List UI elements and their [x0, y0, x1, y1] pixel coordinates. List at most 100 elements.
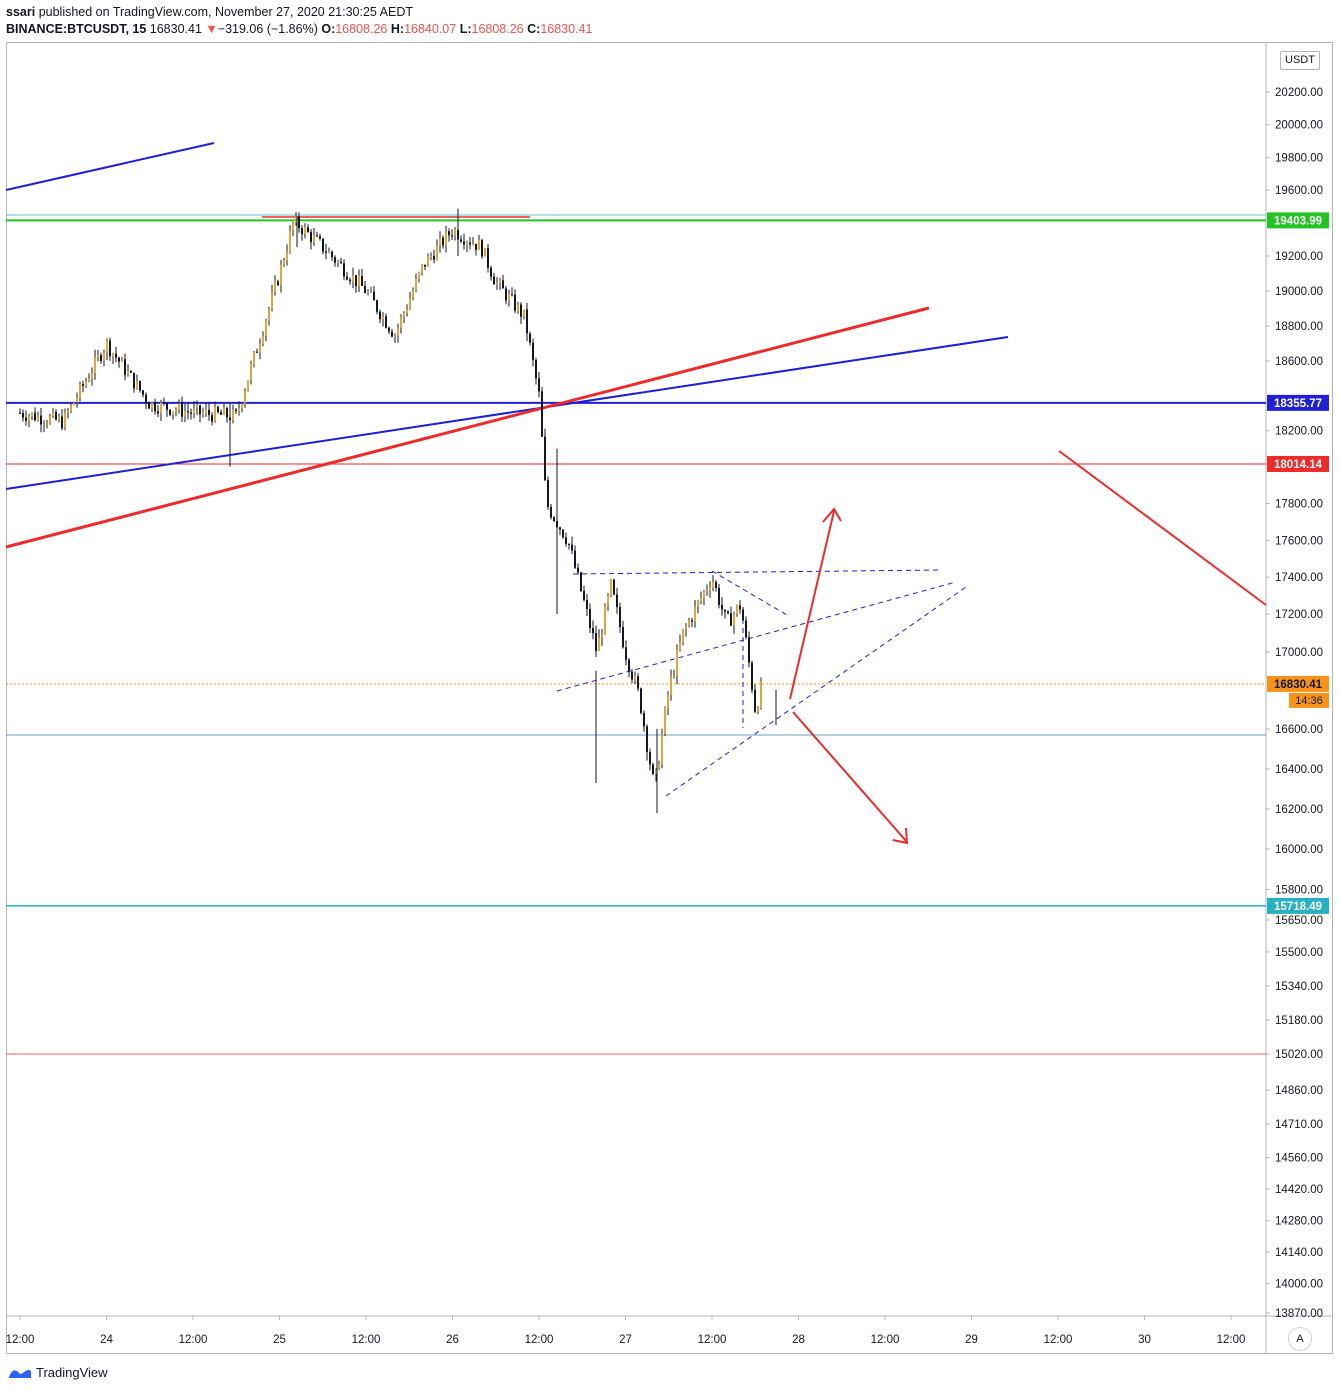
price-labels: 19403.99 18355.77 18014.14 16830.41 15718.49… — [1267, 212, 1329, 914]
candle-body — [265, 320, 267, 336]
publish-text: published on TradingView.com, November 2… — [38, 5, 413, 19]
red-descending-line[interactable] — [1058, 450, 1267, 606]
price-tick-label: 14140.00 — [1275, 1247, 1323, 1259]
candle-body — [520, 304, 522, 317]
price-tick-label: 17400.00 — [1275, 572, 1323, 584]
candle-body — [586, 600, 588, 609]
candle-body — [724, 609, 726, 612]
time-axis[interactable]: 12:00 24 12:00 25 12:00 26 12:00 27 12:00 28 12:00… — [6, 1316, 1246, 1346]
pattern-support-line[interactable] — [665, 586, 967, 797]
candle-body — [211, 415, 213, 422]
candle-body — [700, 598, 702, 601]
close-value: 16830.41 — [540, 22, 593, 36]
blue-trendline-upper[interactable] — [5, 142, 215, 191]
pattern-mid-line[interactable] — [556, 581, 957, 692]
candle-body — [169, 409, 171, 415]
candle-body — [571, 544, 573, 551]
candle-body — [73, 402, 75, 405]
price-tick-label: 15800.00 — [1275, 884, 1323, 896]
up-arrow-icon[interactable] — [789, 510, 835, 700]
price-change: −319.06 (−1.86%) — [217, 22, 318, 36]
tradingview-logo-icon — [9, 1370, 31, 1378]
candle-body — [190, 412, 192, 414]
time-tick-label: 12:00 — [525, 1334, 554, 1346]
candle-body — [172, 411, 174, 415]
candle-body — [178, 403, 180, 411]
candle-body — [532, 342, 534, 361]
candle-body — [640, 688, 642, 713]
brand-name[interactable]: TradingView — [36, 1364, 108, 1380]
candle-body — [55, 411, 57, 420]
candle-body — [67, 411, 69, 413]
price-tick-label: 15340.00 — [1275, 981, 1323, 993]
candle-body — [451, 235, 453, 237]
price-tick-label: 17600.00 — [1275, 535, 1323, 547]
low-value: 16808.26 — [471, 22, 524, 36]
currency-badge[interactable]: USDT — [1280, 51, 1320, 70]
price-tick-label: 14860.00 — [1275, 1085, 1323, 1097]
time-tick-label: 12:00 — [1217, 1334, 1246, 1346]
candle-body — [151, 402, 153, 409]
candle-body — [688, 620, 690, 626]
pattern-top-line[interactable] — [572, 569, 941, 575]
red-trendline-rising[interactable] — [5, 306, 930, 549]
ohlc-legend: BINANCE:BTCUSDT, 15 16830.41 ▼−319.06 (−… — [6, 22, 592, 36]
down-arrow-icon[interactable] — [792, 711, 908, 843]
candle-body — [304, 227, 306, 235]
candle-body — [550, 506, 552, 518]
candle-body — [310, 232, 312, 243]
candle-body — [256, 351, 258, 353]
candle-body — [196, 405, 198, 409]
candle-body — [505, 288, 507, 301]
candle-body — [22, 412, 24, 418]
candle-body — [634, 676, 636, 680]
candle-body — [472, 243, 474, 245]
symbol-label[interactable]: BINANCE:BTCUSDT, 15 — [6, 22, 147, 36]
candle-body — [721, 604, 723, 610]
candle-body — [130, 371, 132, 373]
candle-body — [748, 637, 750, 663]
down-arrow-icon: ▼ — [205, 22, 218, 36]
candle-body — [484, 248, 486, 257]
candle-body — [733, 614, 735, 626]
price-tick-label: 19000.00 — [1275, 286, 1323, 298]
price-label-text: 18014.14 — [1274, 459, 1323, 471]
candle-body — [25, 417, 27, 421]
candle-body — [583, 591, 585, 601]
price-axis[interactable]: 20200.00 20000.00 19800.00 19600.00 19200.00… — [1266, 87, 1323, 1320]
price-label-text: 18355.77 — [1274, 398, 1322, 410]
candle-body — [709, 587, 711, 591]
candle-body — [487, 248, 489, 268]
candle-body — [268, 308, 270, 321]
candle-body — [337, 261, 339, 263]
chart-frame[interactable] — [6, 42, 1333, 1354]
candle-body — [406, 309, 408, 314]
candle-body — [382, 316, 384, 320]
candle-body — [739, 605, 741, 610]
candle-body — [517, 304, 519, 311]
candle-body — [124, 359, 126, 375]
price-tick-label: 15180.00 — [1275, 1015, 1323, 1027]
publisher-name[interactable]: ssari — [6, 5, 36, 19]
candle-body — [343, 263, 345, 277]
time-tick-label: 27 — [619, 1334, 632, 1346]
candle-body — [436, 245, 438, 260]
candle-body — [91, 373, 93, 380]
auto-scale-button[interactable]: A — [1288, 1327, 1312, 1351]
candle-body — [481, 240, 483, 257]
candle-body — [412, 290, 414, 299]
candle-body — [502, 280, 504, 289]
candle-body — [667, 694, 669, 708]
price-tick-label: 19200.00 — [1275, 251, 1323, 263]
blue-trendline-rising[interactable] — [5, 336, 1009, 490]
last-price: 16830.41 — [149, 22, 202, 36]
candle-body — [661, 734, 663, 765]
candle-body — [139, 381, 141, 391]
candle-body — [340, 261, 342, 264]
candle-body — [61, 416, 63, 429]
candle-body — [247, 380, 249, 392]
candle-body — [625, 647, 627, 660]
pattern-inner-line[interactable] — [711, 570, 788, 616]
candle-body — [757, 708, 759, 712]
